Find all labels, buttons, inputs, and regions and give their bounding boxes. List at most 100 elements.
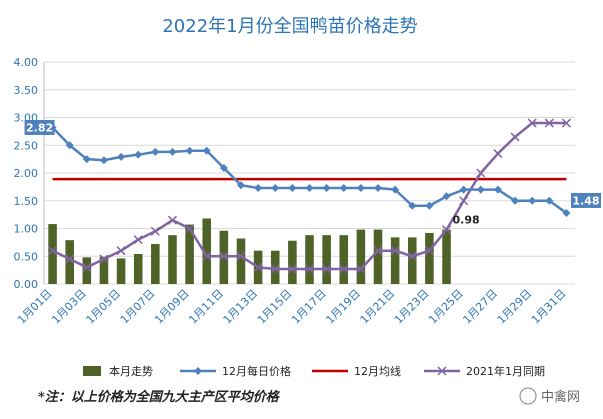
last-year-point [442,225,452,235]
bar-series [48,218,451,284]
bar [82,257,92,284]
legend-label: 2021年1月同期 [466,364,545,378]
last-year-point [65,254,75,264]
x-tick-label: 1月29日 [495,287,535,327]
last-year-point [544,118,554,128]
last-year-point [322,264,332,274]
bar [151,244,160,284]
x-tick-label: 1月01日 [15,287,55,327]
x-tick-label: 1月31日 [529,287,569,327]
y-axis: 0.000.501.001.502.002.503.003.504.00 [14,56,39,291]
last-year-point [99,254,109,264]
legend-label: 12月每日价格 [222,364,291,378]
bar [65,240,74,284]
last-year-point [287,264,297,274]
x-tick-label: 1月17日 [289,287,329,327]
legend-item: 12月每日价格 [180,364,291,378]
x-tick-label: 1月11日 [186,287,226,327]
bar [373,229,383,284]
bar [425,232,434,284]
bar [168,235,177,284]
daily-price-point [459,185,468,194]
daily-price-point [151,147,160,156]
legend-label: 12月均线 [354,364,401,378]
bar [202,218,212,284]
last-year-point [150,226,160,236]
legend-marker [194,367,202,375]
last-year-point [133,235,143,245]
daily-price-point [391,185,400,194]
last-year-point [476,168,486,178]
y-tick-label: 0.50 [14,250,39,263]
y-tick-label: 1.00 [14,223,39,236]
last-year-point [82,262,92,272]
x-tick-label: 1月05日 [84,287,124,327]
daily-price-point [562,208,571,217]
last-year-point [219,251,229,261]
last-year-point [390,246,400,256]
brand-watermark: 中禽网 [519,387,580,405]
bar [356,229,366,284]
bar [407,237,417,284]
daily-price-point [476,185,485,194]
last-year-point [561,118,571,128]
last-year-point [339,264,349,274]
last-year-point [48,246,58,256]
x-tick-label: 1月15日 [255,287,295,327]
daily-price-point [339,183,348,192]
daily-price-point [254,183,263,192]
grid [43,61,575,285]
x-tick-label: 1月19日 [323,287,363,327]
legend-item: 12月均线 [312,364,401,378]
daily-price-point [202,146,211,155]
chart-title: 2022年1月份全国鸭苗价格走势 [162,16,417,37]
daily-price-point [185,146,194,155]
daily-price-point [305,183,314,192]
daily-price-point [117,152,126,161]
data-label-box [24,119,55,135]
data-label: 2.82 [26,121,53,134]
daily-price-point [545,196,554,205]
bar [322,235,331,284]
legend-item: 本月走势 [83,364,153,378]
last-year-point [356,264,366,274]
daily-price-point [442,192,451,201]
y-tick-label: 2.00 [14,167,39,180]
daily-price-point [168,147,177,156]
y-tick-label: 2.50 [14,139,39,152]
data-label: 0.98 [453,214,480,227]
x-tick-label: 1月27日 [460,287,500,327]
bar [288,240,297,284]
y-tick-label: 4.00 [14,56,39,69]
bar [390,237,400,284]
bar [116,258,126,284]
bar [339,235,349,284]
last-year-point [424,246,434,256]
y-tick-label: 1.50 [14,195,39,208]
last-year-point [527,118,537,128]
daily-price-point [322,183,331,192]
bar [48,224,57,284]
daily-price-point [236,181,245,190]
legend-label: 本月走势 [109,364,153,378]
daily-price-point [408,201,417,210]
daily-price-point [82,155,91,164]
daily-price-point [219,164,228,173]
wechat-icon [519,387,537,405]
last-year-point [510,132,520,142]
daily-price-point [288,183,297,192]
x-tick-label: 1月09日 [152,287,192,327]
legend-marker [437,366,447,376]
line-series [48,118,571,274]
annotations: 2.82 1.48 0.98 [24,119,601,227]
last-year-point [202,251,212,261]
y-tick-label: 3.50 [14,84,39,97]
data-label: 1.48 [572,194,599,207]
daily-price-point [493,185,502,194]
legend-swatch [83,366,101,376]
daily-price-point [134,150,143,159]
legend: 本月走势 12月每日价格 12月均线 2021年1月同期 [83,364,545,378]
last-year-point [253,262,263,272]
last-year-point [270,264,280,274]
